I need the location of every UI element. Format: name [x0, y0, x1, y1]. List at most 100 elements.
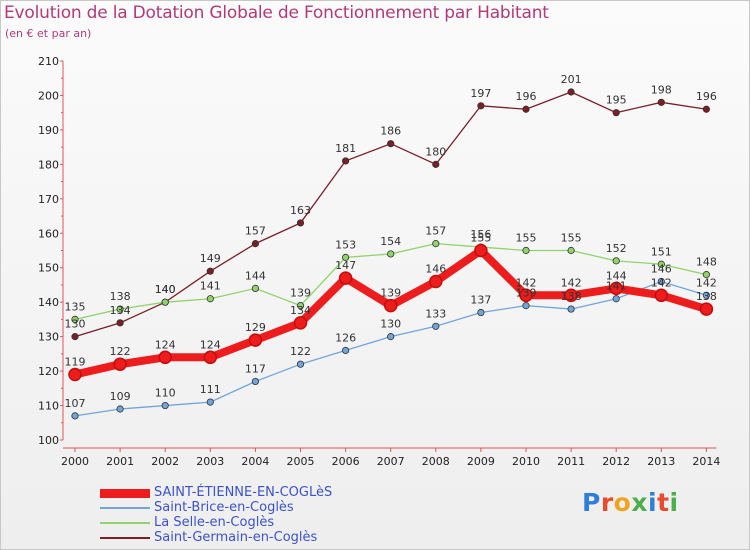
- data-point: [251, 240, 259, 248]
- legend-swatch: [100, 537, 150, 539]
- data-label: 122: [110, 345, 131, 358]
- data-label: 181: [335, 142, 356, 155]
- data-point: [702, 105, 711, 113]
- data-label: 144: [245, 269, 266, 282]
- data-point: [71, 315, 79, 324]
- data-label: 201: [561, 73, 582, 86]
- data-label: 110: [155, 387, 176, 400]
- data-label: 141: [606, 280, 627, 293]
- legend-swatch: [100, 522, 150, 524]
- data-point: [387, 333, 395, 341]
- data-point: [657, 277, 665, 286]
- logo-letter: r: [600, 488, 614, 517]
- y-tick-label: 130: [38, 331, 59, 344]
- data-point: [522, 105, 530, 113]
- x-tick-label: 2007: [377, 455, 405, 468]
- data-label: 107: [65, 397, 86, 410]
- data-labels: 130 134 140 149 157 163 181 186 180 197 196 201 195 1…: [65, 73, 717, 410]
- x-tick-label: 2002: [151, 455, 179, 468]
- series-la-selle-en-cogl-s: [71, 240, 711, 324]
- data-label: 142: [696, 276, 717, 289]
- data-label: 122: [290, 345, 311, 358]
- data-label: 155: [470, 232, 491, 245]
- data-point: [477, 102, 485, 110]
- x-tick-label: 2008: [422, 455, 450, 468]
- data-point: [206, 295, 214, 303]
- data-label: 138: [110, 290, 131, 303]
- data-label: 197: [470, 87, 491, 100]
- data-label: 134: [110, 304, 131, 317]
- data-label: 139: [380, 287, 401, 300]
- data-label: 126: [335, 331, 356, 344]
- x-tick-label: 2011: [557, 455, 585, 468]
- data-point: [158, 350, 172, 365]
- data-label: 138: [561, 290, 582, 303]
- data-label: 137: [470, 294, 491, 307]
- data-point: [519, 288, 533, 303]
- y-tick-label: 140: [38, 296, 59, 309]
- y-tick-label: 110: [38, 400, 59, 413]
- data-point: [296, 219, 305, 227]
- data-point: [654, 288, 669, 303]
- data-point: [567, 305, 575, 313]
- data-label: 198: [651, 83, 672, 96]
- data-label: 196: [516, 90, 537, 103]
- data-label: 151: [651, 245, 672, 258]
- series-saint-brice-en-cogl-s: [71, 277, 711, 420]
- data-label: 130: [380, 318, 401, 331]
- data-point: [477, 308, 485, 317]
- data-label: 152: [606, 242, 627, 255]
- data-label: 139: [290, 287, 311, 300]
- data-label: 140: [155, 283, 176, 296]
- data-point: [248, 333, 263, 347]
- data-point: [432, 160, 440, 168]
- data-label: 155: [561, 232, 582, 245]
- x-tick-label: 2005: [287, 455, 315, 468]
- data-label: 119: [65, 356, 86, 369]
- data-point: [203, 350, 218, 365]
- data-point: [522, 246, 530, 255]
- data-label: 144: [606, 269, 627, 282]
- data-point: [429, 274, 443, 289]
- data-point: [567, 88, 575, 96]
- data-point: [251, 377, 259, 386]
- data-point: [387, 250, 395, 258]
- data-label: 139: [516, 287, 537, 300]
- data-point: [161, 401, 169, 410]
- data-point: [338, 271, 353, 285]
- x-tick-label: 2000: [61, 455, 89, 468]
- legend-label: SAINT-ÉTIENNE-EN-COGLèS: [154, 485, 333, 500]
- data-label: 148: [696, 256, 717, 269]
- x-tick-label: 2014: [692, 455, 720, 468]
- data-point: [609, 281, 623, 296]
- data-label: 135: [65, 300, 86, 313]
- data-point: [341, 253, 350, 261]
- data-label: 155: [516, 232, 537, 245]
- data-label: 153: [335, 238, 356, 251]
- data-point: [432, 240, 440, 248]
- data-label: 146: [651, 263, 672, 276]
- data-point: [657, 260, 665, 268]
- data-label: 133: [425, 307, 446, 320]
- data-label: 134: [290, 304, 311, 317]
- logo-letter: i: [648, 488, 658, 517]
- logo-letter: i: [669, 488, 679, 517]
- series-layer: [68, 88, 714, 420]
- data-point: [116, 319, 124, 327]
- x-tick-label: 2010: [512, 455, 540, 468]
- data-point: [161, 298, 169, 306]
- data-point: [293, 316, 308, 330]
- logo-letter: t: [657, 488, 670, 517]
- data-point: [702, 271, 711, 279]
- logo-letter: P: [582, 488, 601, 517]
- data-label: 138: [696, 290, 717, 303]
- data-point: [387, 140, 395, 148]
- x-tick-label: 2001: [106, 455, 134, 468]
- data-label: 146: [425, 263, 446, 276]
- legend-label: Saint-Brice-en-Coglès: [154, 500, 294, 515]
- logo-letter: o: [613, 488, 632, 517]
- data-point: [68, 367, 82, 382]
- chart-subtitle: (en € et par an): [5, 27, 92, 40]
- data-point: [702, 291, 711, 299]
- data-point: [657, 98, 665, 106]
